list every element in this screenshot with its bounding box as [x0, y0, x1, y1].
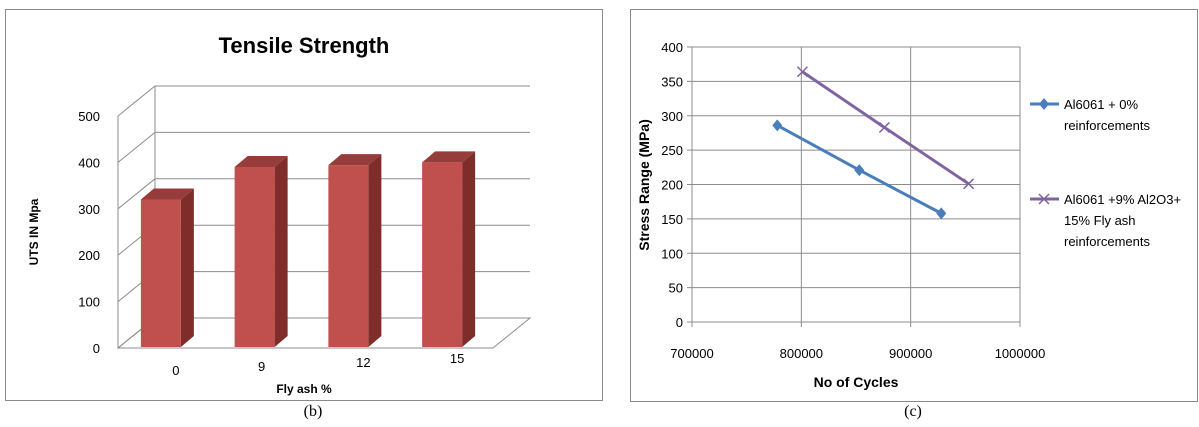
data-point-diamond [936, 207, 947, 220]
gridline [117, 85, 530, 117]
y-tick-label: 250 [661, 143, 683, 158]
data-point-x [878, 121, 890, 133]
data-point-diamond [854, 164, 865, 177]
y-tick-label: 400 [661, 40, 683, 55]
stress-range-chart: 0 50 100 150 200 250 300 350 400 700000 800000 9000… [636, 40, 1181, 390]
x-axis-label: Fly ash % [276, 382, 332, 396]
y-tick-label: 300 [661, 109, 683, 124]
bar-top [234, 155, 288, 167]
y-axis-label: UTS IN Mpa [27, 198, 41, 265]
y-tick-label: 100 [78, 295, 100, 310]
stress-range-chart-panel: 0 50 100 150 200 250 300 350 400 700000 800000 9000… [630, 9, 1198, 402]
data-point-x [796, 66, 808, 78]
y-tick-label: 0 [93, 341, 100, 356]
y-tick-label: 400 [78, 155, 100, 170]
data-point-diamond [1039, 98, 1049, 110]
y-tick-label: 150 [661, 212, 683, 227]
y-axis-label: Stress Range (MPa) [636, 119, 652, 250]
legend-label: 15% Fly ash [1064, 213, 1136, 228]
data-point-x [963, 178, 975, 190]
bar-side [180, 188, 194, 347]
bar-top [422, 151, 476, 163]
tensile-strength-chart-panel: 0 100 200 300 400 500 0 9 12 15 Tensile Strength Fl… [5, 9, 603, 401]
bar-top [328, 154, 382, 166]
bar [422, 162, 463, 347]
y-tick-label: 500 [78, 109, 100, 124]
chart-title: Tensile Strength [219, 33, 390, 58]
legend-label: Al6061 +9% Al2O3+ [1064, 192, 1181, 207]
caption-c: (c) [904, 403, 922, 420]
bar-top [140, 188, 194, 200]
x-tick-label: 800000 [780, 346, 823, 361]
tensile-strength-chart: 0 100 200 300 400 500 0 9 12 15 Tensile Strength Fl… [27, 33, 532, 396]
legend-label: reinforcements [1064, 118, 1150, 133]
y-tick-label: 200 [78, 248, 100, 263]
x-tick-label: 9 [258, 359, 265, 374]
y-tick-label: 350 [661, 74, 683, 89]
bar [140, 199, 181, 347]
x-tick-label: 15 [450, 351, 464, 366]
caption-b: (b) [303, 403, 323, 420]
bar-side [462, 151, 476, 347]
bar-side [274, 155, 288, 347]
y-tick-label: 100 [661, 246, 683, 261]
bar-side [368, 154, 382, 347]
y-tick-label: 200 [661, 178, 683, 193]
x-tick-label: 900000 [889, 346, 932, 361]
y-tick-label: 50 [669, 281, 683, 296]
bar [328, 165, 369, 347]
legend-label: reinforcements [1064, 234, 1150, 249]
x-tick-label: 12 [356, 355, 370, 370]
x-axis-label: No of Cycles [814, 374, 899, 390]
x-tick-label: 0 [172, 363, 179, 378]
x-tick-label: 700000 [670, 346, 713, 361]
y-tick-label: 300 [78, 202, 100, 217]
x-tick-label: 1000000 [995, 346, 1046, 361]
bar [234, 166, 275, 347]
data-point-x [1038, 193, 1050, 205]
data-point-diamond [772, 119, 783, 132]
legend-label: Al6061 + 0% [1064, 97, 1139, 112]
y-tick-label: 0 [676, 315, 683, 330]
